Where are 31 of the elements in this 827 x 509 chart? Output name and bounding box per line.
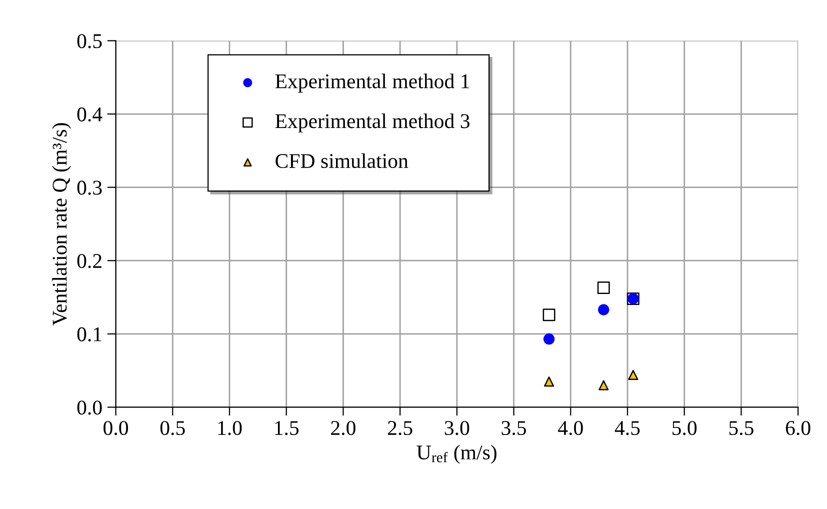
point [597, 282, 610, 294]
x-tick-label: 2.0 [331, 420, 356, 436]
y-tick-label: 0.2 [77, 254, 102, 268]
x-tick-label: 5.0 [672, 420, 697, 436]
x-tick-label: 3.0 [444, 420, 470, 436]
x-tick-label: 2.5 [388, 421, 412, 436]
x-tick-label: 4.5 [614, 421, 640, 436]
y-tick-label: 0.4 [77, 107, 102, 122]
x-axis-title: U$_{ref}$ (m/s) [416, 444, 496, 464]
x-tick-label: 0.5 [160, 420, 185, 436]
point [598, 304, 610, 316]
legend-label: CFD simulation [276, 153, 408, 168]
y-tick-label: 0.3 [77, 180, 102, 195]
x-tick-label: 1.5 [275, 421, 299, 436]
y-tick-label: 0.0 [77, 400, 102, 415]
legend-label: Experimental method 1 [275, 74, 470, 93]
point [598, 380, 609, 390]
point [628, 370, 638, 380]
legend-label: Experimental method 3 [275, 114, 470, 132]
x-tick-label: 6.0 [786, 420, 810, 436]
x-tick-label: 3.5 [502, 421, 526, 436]
y-tick-label: 0.5 [77, 34, 102, 48]
x-tick-label: 5.5 [729, 421, 754, 436]
point [542, 308, 556, 322]
x-tick-label: 4.0 [558, 420, 583, 436]
point [543, 333, 555, 345]
y-axis-title: Ventilation rate Q (m³/s) [52, 123, 71, 326]
x-tick-label: 0.0 [104, 420, 128, 436]
point [544, 376, 554, 387]
x-tick-label: 1.0 [218, 420, 242, 436]
y-tick-label: 0.1 [77, 327, 102, 342]
